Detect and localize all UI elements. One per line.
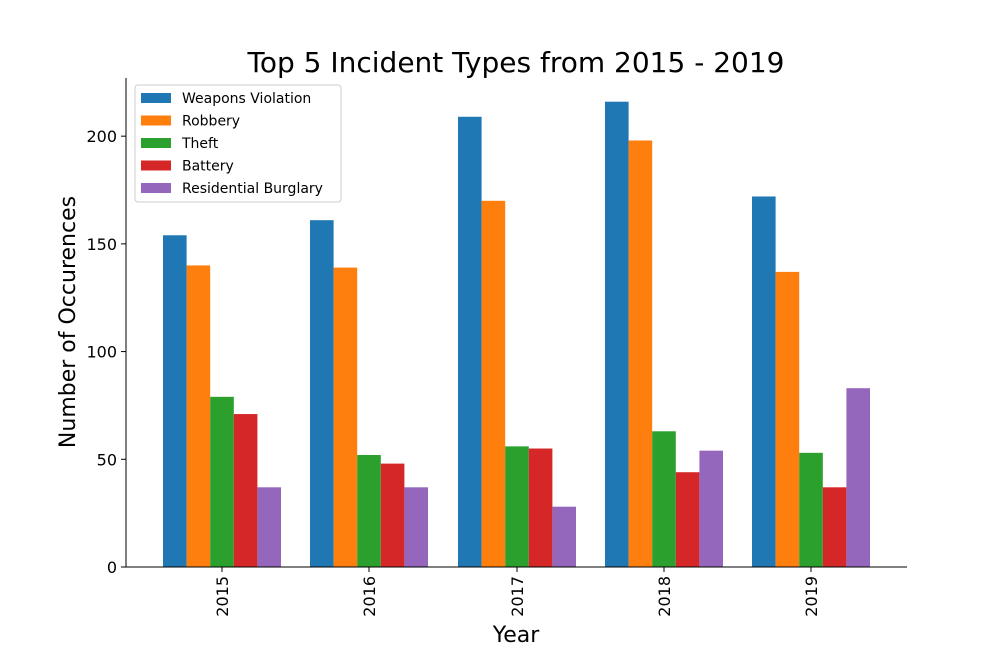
bar-weapons-violation-2019 [752,196,776,568]
y-ticks-group: 0 50 100 150 200 [86,127,126,577]
y-tick-label: 150 [86,235,117,254]
bar-theft-2015 [210,396,234,567]
bar-robbery-2019 [775,271,800,567]
y-tick-label: 50 [97,450,117,469]
bar-residential-burglary-2019 [846,388,870,567]
legend-entry: Weapons Violation [182,91,311,107]
bar-weapons-violation-2017 [458,116,482,567]
legend: Weapons Violation Robbery Theft Battery Resi… [134,84,342,203]
bar-weapons-violation-2018 [605,101,629,567]
x-tick-label: 2015 [213,576,232,617]
legend-swatch [141,138,171,148]
y-tick-label: 200 [86,127,117,146]
y-tick-label: 0 [107,558,117,577]
bar-battery-2018 [675,472,700,567]
bar-battery-2017 [528,448,553,567]
x-tick-label: 2017 [508,576,527,617]
bar-residential-burglary-2015 [257,487,281,567]
bar-robbery-2015 [186,265,211,567]
bar-theft-2017 [505,446,529,567]
legend-swatch [141,115,171,126]
legend-entry: Theft [181,136,219,152]
bar-residential-burglary-2016 [404,487,428,567]
bar-weapons-violation-2016 [310,220,334,567]
bar-battery-2019 [822,487,847,567]
chart-title: Top 5 Incident Types from 2015 - 2019 [247,46,785,79]
x-tick-label: 2019 [802,576,821,617]
bar-battery-2015 [233,414,258,567]
legend-entry: Battery [182,159,234,175]
bar-robbery-2017 [481,200,506,568]
legend-swatch [141,160,171,171]
legend-swatch [141,93,171,103]
bar-theft-2018 [652,431,676,567]
x-tick-label: 2018 [655,576,674,617]
legend-box [134,84,342,203]
bar-robbery-2016 [333,267,358,567]
bar-robbery-2018 [628,140,653,567]
x-ticks-group: 2015 2016 2017 2018 2019 [213,567,821,617]
bar-residential-burglary-2018 [699,450,723,567]
bar-theft-2016 [357,454,381,567]
y-axis-title: Number of Occurences [56,196,81,448]
bars-group [163,101,870,568]
bar-theft-2019 [799,452,823,567]
bar-weapons-violation-2015 [163,235,187,567]
bar-residential-burglary-2017 [552,506,576,567]
y-tick-label: 100 [86,343,117,362]
legend-swatch [141,183,171,193]
legend-entry: Robbery [182,114,240,130]
x-axis-title: Year [492,623,541,648]
legend-entry: Residential Burglary [182,181,323,197]
bar-battery-2016 [380,463,405,567]
x-tick-label: 2016 [360,576,379,617]
